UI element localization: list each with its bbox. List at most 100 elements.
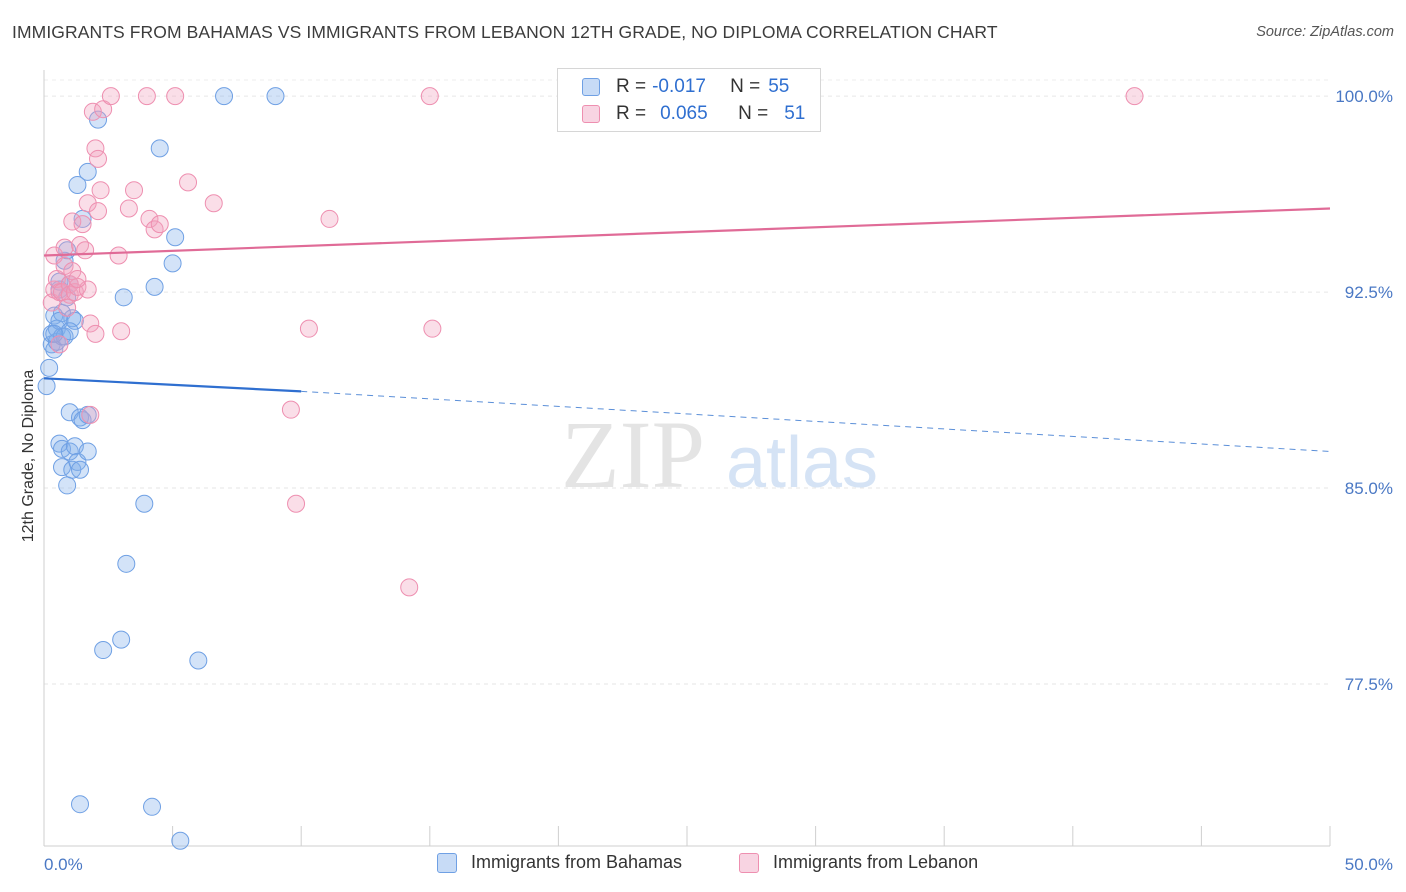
bahamas-point [37,377,56,396]
legend-r-label: R = [616,103,647,124]
y-tick-label: 92.5% [1345,283,1393,302]
lebanon-point [91,181,110,200]
lebanon-point [150,215,169,234]
lebanon-point [76,241,95,260]
y-axis-label: 12th Grade, No Diploma [20,370,37,543]
correlation-legend: R = -0.017 N = 55 R = 0.065 N = 51 [557,68,821,132]
bahamas-point [71,795,90,814]
trend-lines [43,207,1331,452]
bahamas-point [45,324,64,343]
lebanon-point [137,87,156,106]
series-legend-label-lebanon: Immigrants from Lebanon [773,852,979,872]
bahamas-point [112,630,131,649]
bahamas-point [171,831,190,850]
lebanon-point [281,400,300,419]
bahamas-point [71,460,90,479]
legend-swatch-bahamas [582,78,600,96]
bahamas-point [78,162,97,181]
lebanon-point [50,335,69,354]
bahamas-point [60,442,79,461]
lebanon-point [86,139,105,158]
bahamas-point [60,322,79,341]
lebanon-point [58,298,77,317]
lebanon-point [89,149,108,168]
bahamas-trend-line [43,377,302,393]
lebanon-point [63,212,82,231]
x-tick-label-max: 50.0% [1345,855,1393,874]
legend-swatch-lebanon [582,105,600,123]
bahamas-point [266,87,285,106]
lebanon-point [400,578,419,597]
legend-r-value-lebanon: 0.065 [660,103,708,124]
legend-n-value-lebanon: 51 [784,103,806,124]
lebanon-point [320,209,339,228]
bahamas-point [40,358,59,377]
lebanon-point [109,246,128,265]
lebanon-point [68,270,87,289]
watermark: ZIP atlas [561,401,878,508]
legend-n-label: N = [738,103,769,124]
lebanon-point [145,220,164,239]
y-tick-label: 77.5% [1345,675,1393,694]
x-tick-label-min: 0.0% [44,855,83,874]
y-tick-label: 100.0% [1335,87,1393,106]
bahamas-trend-extension [301,390,1331,452]
legend-row-lebanon: R = 0.065 N = 51 [582,101,805,127]
lebanon-point [204,194,223,213]
legend-r-label: R = [616,76,647,97]
lebanon-point [420,87,439,106]
legend-r-value-bahamas: -0.017 [652,76,706,97]
lebanon-point [81,314,100,333]
bahamas-point [163,254,182,273]
bahamas-point [189,651,208,670]
series-legend-lebanon: Immigrants from Lebanon [739,852,978,873]
lebanon-point [1125,87,1144,106]
lebanon-point [119,199,138,218]
lebanon-point [166,87,185,106]
lebanon-point [55,238,74,257]
legend-n-label: N = [730,76,761,97]
y-tick-label: 85.0% [1345,479,1393,498]
source-attribution: Source: ZipAtlas.com [1256,24,1394,40]
lebanon-point [140,209,159,228]
bahamas-point [143,797,162,816]
lebanon-trend-line [43,207,1331,257]
watermark-atlas: atlas [726,423,878,503]
bahamas-point [68,175,87,194]
series-legend-bahamas: Immigrants from Bahamas [437,852,682,873]
lebanon-point [68,277,87,296]
lebanon-point [179,173,198,192]
chart-title: IMMIGRANTS FROM BAHAMAS VS IMMIGRANTS FR… [12,22,998,42]
bahamas-point [117,554,136,573]
series-legend-label-bahamas: Immigrants from Bahamas [471,852,683,872]
data-points [37,87,1144,850]
watermark-zip: ZIP [561,401,705,508]
lebanon-point [81,405,100,424]
axes [43,70,1331,847]
lebanon-point [287,494,306,513]
lebanon-point [101,87,120,106]
lebanon-point [83,102,102,121]
lebanon-point [86,324,105,343]
bahamas-point [55,251,74,270]
series-swatch-lebanon [739,852,759,873]
bahamas-point [135,494,154,513]
legend-n-value-bahamas: 55 [768,76,790,97]
lebanon-point [89,202,108,221]
lebanon-point [125,181,144,200]
bahamas-point [78,442,97,461]
series-legend: Immigrants from Bahamas Immigrants from … [0,852,1406,878]
bahamas-point [94,641,113,660]
lebanon-point [112,322,131,341]
bahamas-point [215,87,234,106]
bahamas-point [145,277,164,296]
gridlines [44,79,1330,685]
bahamas-point [58,476,77,495]
lebanon-point [423,319,442,338]
tick-labels: 100.0% 92.5% 85.0% 77.5% 0.0% 50.0% [44,87,1393,874]
lebanon-point [73,215,92,234]
bahamas-point [150,139,169,158]
series-swatch-bahamas [437,852,457,873]
lebanon-point [299,319,318,338]
